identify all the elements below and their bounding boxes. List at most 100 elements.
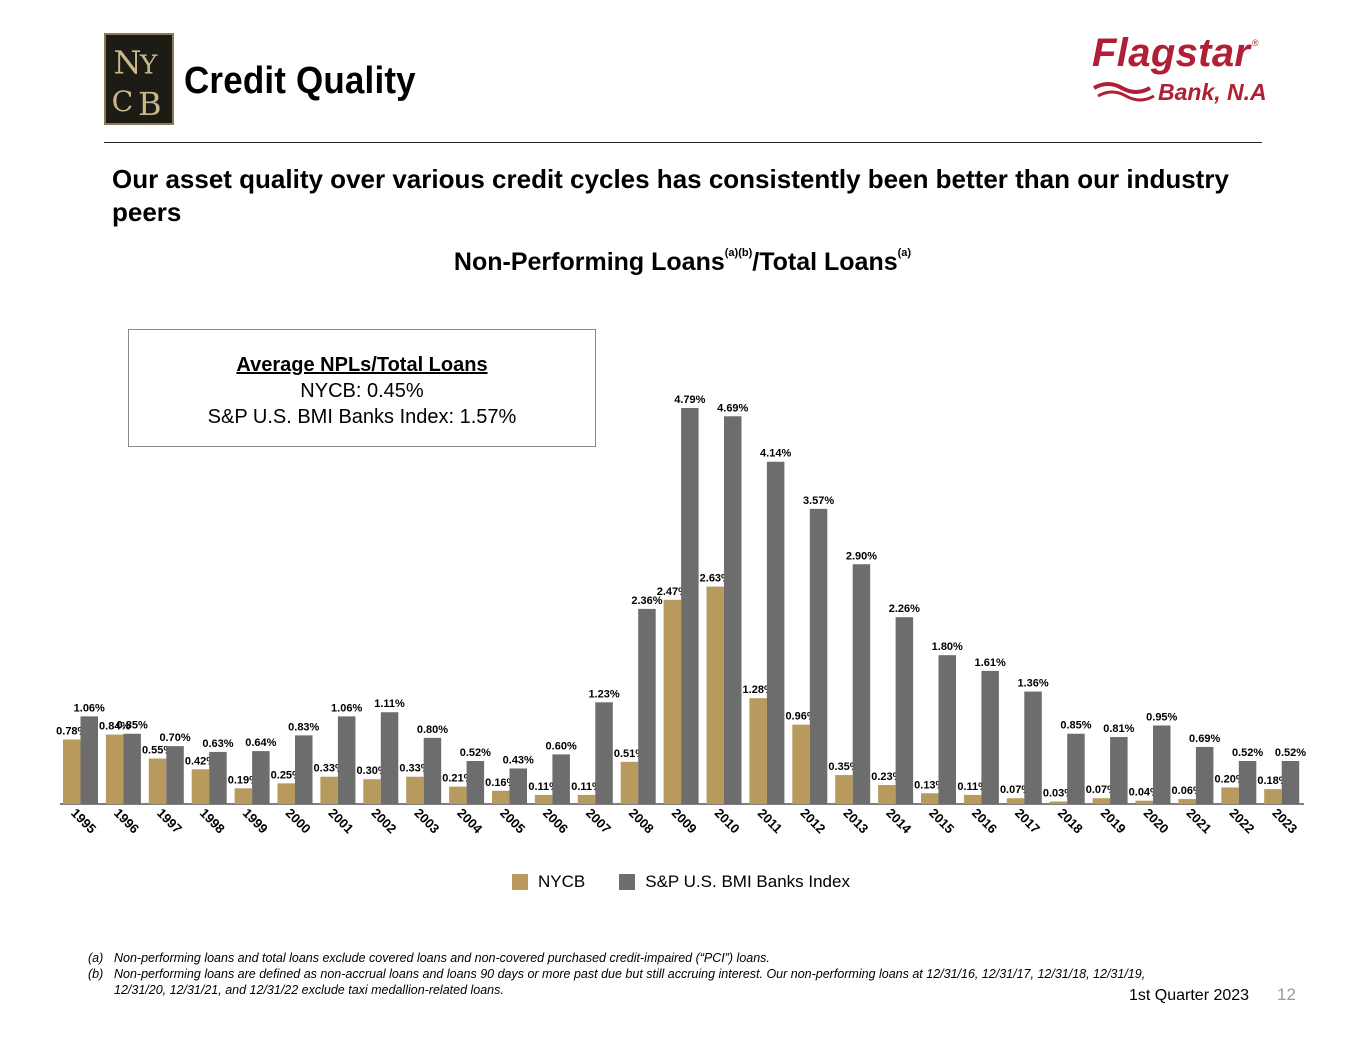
bar-nycb-2023: [1264, 789, 1282, 804]
data-label-index-2014: 2.26%: [889, 603, 920, 615]
data-label-nycb-2023: 0.18%: [1257, 775, 1288, 787]
data-label-nycb-2007: 0.11%: [571, 781, 602, 793]
x-tick-label-1998: 1998: [197, 805, 228, 836]
bar-nycb-2006: [534, 794, 553, 804]
bar-index-2009: [681, 408, 699, 804]
data-label-nycb-2013: 0.35%: [828, 761, 859, 773]
data-label-nycb-2008: 0.51%: [614, 748, 645, 760]
data-label-index-2011: 4.14%: [760, 448, 791, 460]
bar-index-2015: [938, 655, 956, 804]
svg-text:B: B: [138, 85, 162, 123]
bar-nycb-2004: [449, 786, 467, 804]
x-tick-label-2010: 2010: [712, 805, 743, 836]
bar-nycb-1996: [105, 734, 124, 804]
bar-nycb-2008: [620, 761, 639, 804]
bar-nycb-2014: [878, 784, 896, 804]
nycb-logo: N Y C B: [104, 33, 174, 125]
data-label-nycb-2003: 0.33%: [399, 763, 430, 775]
data-label-nycb-2000: 0.25%: [271, 769, 302, 781]
bar-index-2000: [295, 735, 313, 804]
x-tick-label-2001: 2001: [326, 805, 357, 836]
data-label-index-2016: 1.61%: [975, 657, 1006, 669]
headline: Our asset quality over various credit cy…: [112, 164, 1229, 227]
x-tick-label-2005: 2005: [497, 805, 528, 836]
bar-index-2004: [466, 761, 485, 804]
bar-nycb-2017: [1006, 798, 1025, 804]
data-label-nycb-1998: 0.42%: [185, 755, 216, 767]
data-label-nycb-1996: 0.84%: [99, 721, 130, 733]
x-tick-label-2006: 2006: [540, 805, 571, 836]
data-label-index-2009: 4.79%: [674, 394, 705, 406]
x-tick-label-2022: 2022: [1226, 805, 1257, 836]
bar-index-2022: [1238, 761, 1257, 804]
x-tick-label-2017: 2017: [1012, 805, 1043, 836]
footnote-b: (b) Non-performing loans are defined as n…: [88, 967, 1146, 997]
x-tick-label-2002: 2002: [368, 805, 399, 836]
data-label-index-1997: 0.70%: [159, 732, 190, 744]
data-label-nycb-2011: 1.28%: [743, 684, 774, 696]
bar-nycb-2018: [1049, 801, 1068, 804]
data-label-nycb-2002: 0.30%: [356, 765, 387, 777]
x-tick-label-1999: 1999: [240, 805, 271, 836]
bar-nycb-2009: [663, 599, 682, 804]
x-tick-label-1996: 1996: [111, 805, 142, 836]
x-tick-label-2015: 2015: [926, 805, 957, 836]
bar-index-2016: [981, 670, 999, 804]
data-label-index-2015: 1.80%: [932, 641, 963, 653]
bar-index-2011: [766, 461, 785, 804]
x-tick-label-2013: 2013: [840, 805, 871, 836]
x-tick-label-2003: 2003: [411, 805, 442, 836]
bar-nycb-2003: [406, 776, 424, 804]
data-label-index-2005: 0.43%: [503, 754, 534, 766]
x-tick-label-2018: 2018: [1055, 805, 1086, 836]
bar-index-1998: [209, 751, 227, 804]
chart-legend: NYCB S&P U.S. BMI Banks Index: [512, 872, 884, 892]
data-label-nycb-2006: 0.11%: [528, 781, 559, 793]
data-label-nycb-2004: 0.21%: [442, 773, 473, 785]
data-label-index-2021: 0.69%: [1189, 733, 1220, 745]
data-label-index-1996: 0.85%: [117, 720, 148, 732]
data-label-index-2017: 1.36%: [1017, 678, 1048, 690]
bar-index-2010: [724, 416, 742, 804]
x-tick-label-1997: 1997: [154, 805, 185, 836]
x-tick-label-2012: 2012: [797, 805, 828, 836]
flagstar-sub-wordmark: Bank, N.A.: [1158, 79, 1266, 105]
footer-period: 1st Quarter 2023: [1129, 987, 1250, 1004]
bar-nycb-1995: [63, 739, 81, 804]
data-label-nycb-2015: 0.13%: [914, 779, 945, 791]
bar-index-2006: [552, 754, 570, 804]
bar-nycb-2015: [921, 793, 939, 804]
bar-nycb-2022: [1221, 787, 1239, 804]
x-tick-label-2021: 2021: [1184, 805, 1215, 836]
data-label-index-2001: 1.06%: [331, 702, 362, 714]
data-label-index-2013: 2.90%: [846, 550, 877, 562]
data-label-nycb-1997: 0.55%: [142, 745, 173, 757]
chart-title: Non-Performing Loans(a)(b)/Total Loans(a…: [453, 247, 912, 276]
bar-index-2012: [809, 508, 828, 804]
data-label-nycb-2018: 0.03%: [1043, 788, 1074, 800]
bar-index-2013: [852, 564, 871, 804]
average-npl-box: Average NPLs/Total Loans NYCB: 0.45% S&P…: [128, 329, 596, 447]
average-index: S&P U.S. BMI Banks Index: 1.57%: [207, 406, 517, 428]
nycb-monogram-icon: N Y C B: [112, 43, 162, 123]
data-label-index-2000: 0.83%: [288, 721, 319, 733]
x-tick-label-1995: 1995: [68, 805, 99, 836]
bar-nycb-2000: [277, 783, 295, 804]
data-label-index-2022: 0.52%: [1232, 747, 1263, 759]
data-label-nycb-2010: 2.63%: [700, 573, 731, 585]
bar-index-2007: [595, 702, 613, 804]
footnote-a: (a) Non-performing loans and total loans …: [88, 951, 770, 965]
flagstar-wordmark: Flagstar: [1092, 31, 1252, 75]
bar-index-2017: [1024, 691, 1042, 804]
bar-index-1995: [80, 716, 98, 804]
bar-nycb-1999: [234, 788, 253, 804]
x-tick-label-2008: 2008: [626, 805, 657, 836]
bar-nycb-1997: [148, 758, 167, 804]
data-label-nycb-1995: 0.78%: [56, 726, 87, 738]
bar-index-2008: [638, 608, 656, 804]
bar-nycb-2002: [363, 779, 381, 804]
x-tick-label-2023: 2023: [1269, 805, 1300, 836]
bar-index-2019: [1110, 737, 1128, 804]
data-label-index-2002: 1.11%: [374, 698, 405, 710]
data-label-index-2004: 0.52%: [460, 747, 491, 759]
